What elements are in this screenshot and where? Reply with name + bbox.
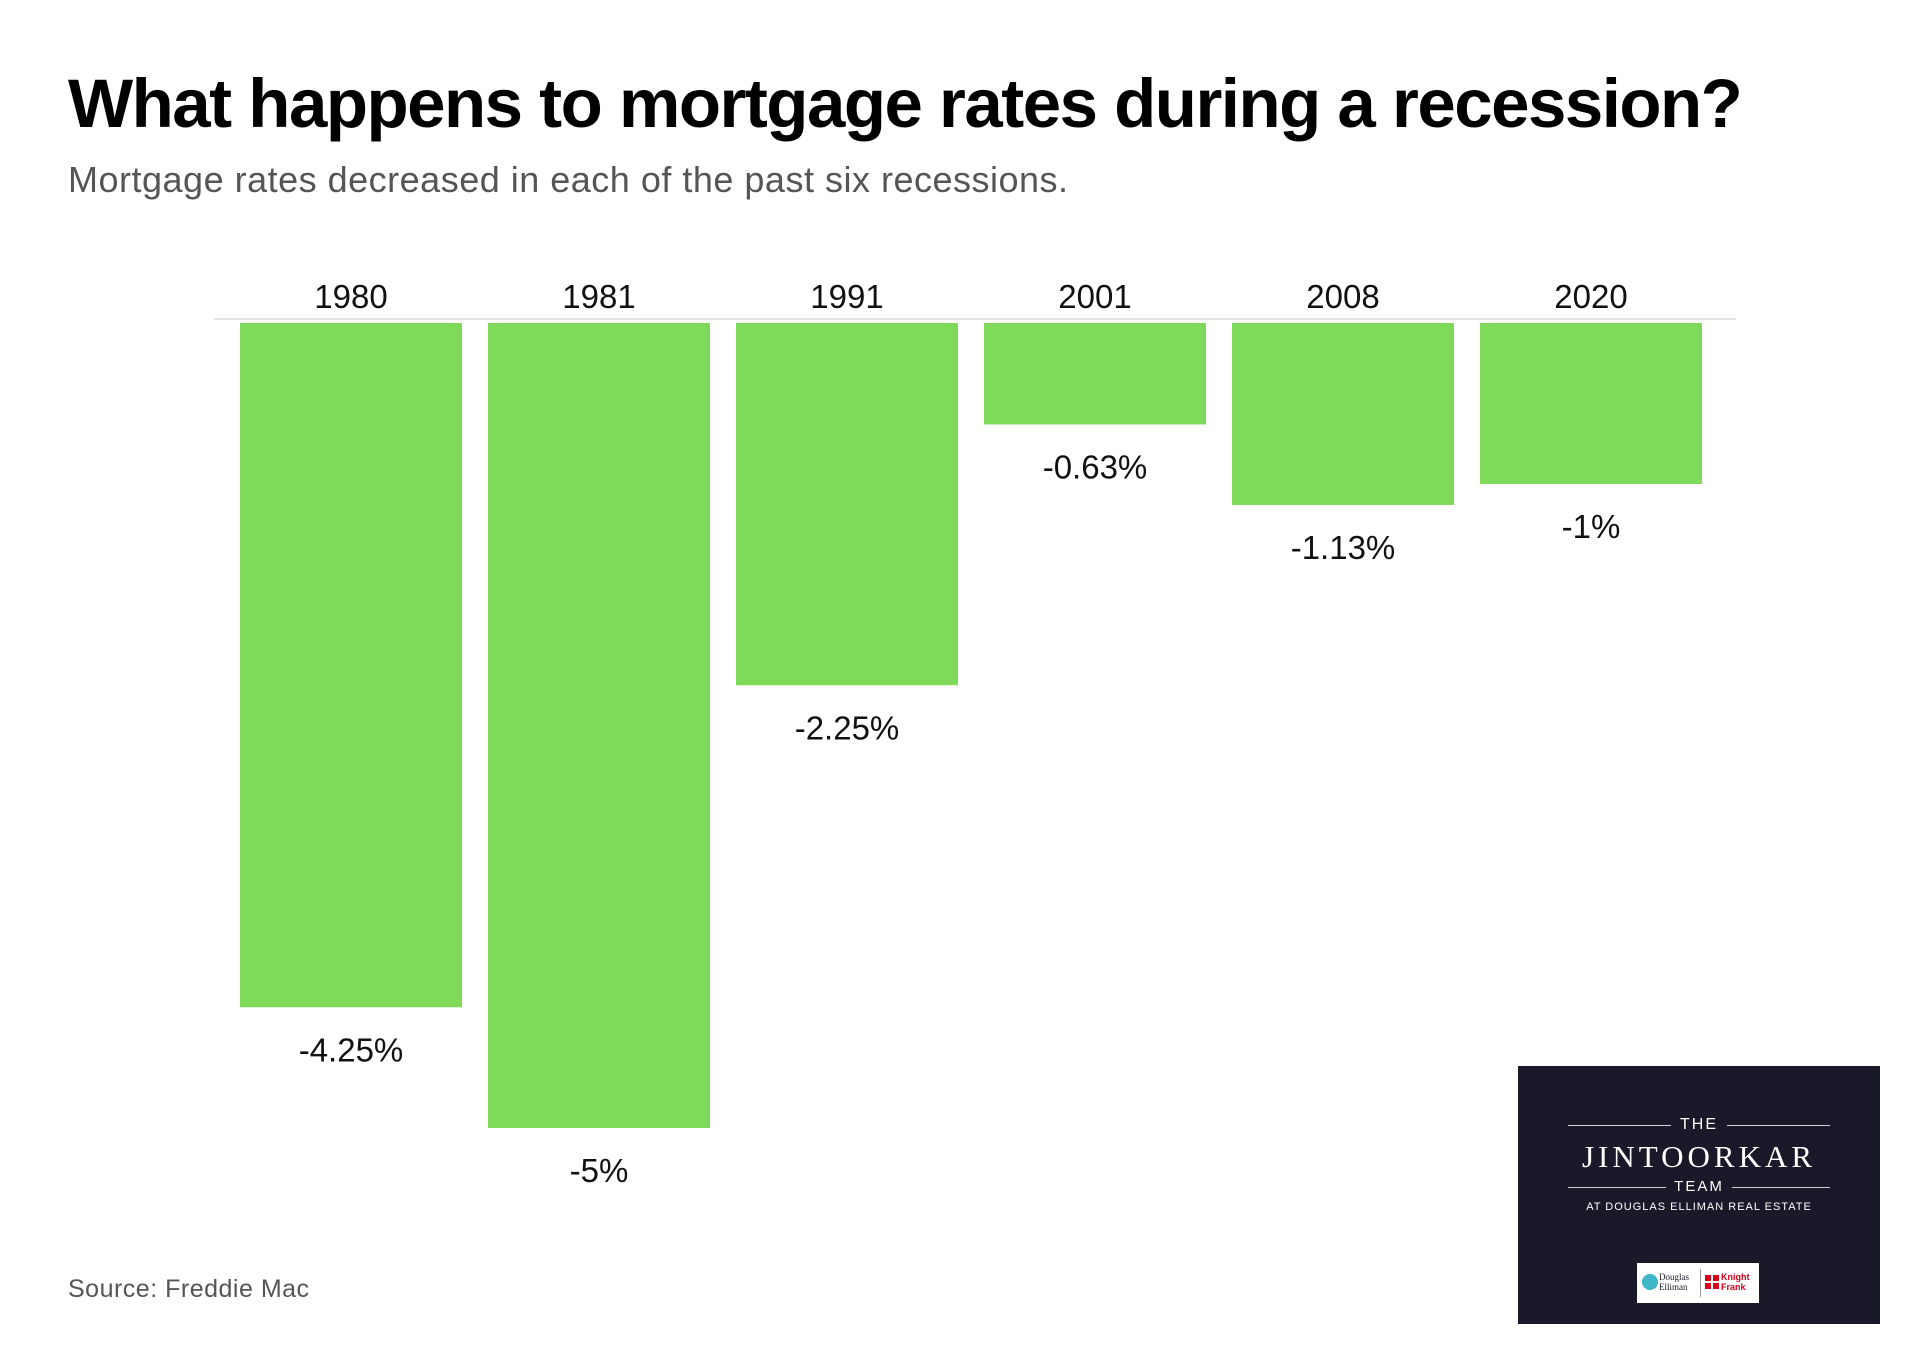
value-label-2020: -1% bbox=[1562, 508, 1621, 545]
chart-subtitle: Mortgage rates decreased in each of the … bbox=[68, 159, 1069, 200]
value-label-2008: -1.13% bbox=[1291, 529, 1396, 566]
logo-rule-left bbox=[1568, 1125, 1671, 1126]
category-label-1981: 1981 bbox=[562, 278, 635, 315]
bar-2020 bbox=[1480, 323, 1702, 484]
knight-frank-icon bbox=[1705, 1275, 1719, 1289]
value-label-1981: -5% bbox=[570, 1152, 629, 1189]
category-label-1991: 1991 bbox=[810, 278, 883, 315]
bar-1991 bbox=[736, 323, 958, 686]
value-label-2001: -0.63% bbox=[1043, 448, 1148, 485]
partner-logos: Douglas Elliman Knight Frank bbox=[1637, 1263, 1759, 1303]
bar-1980 bbox=[240, 323, 462, 1008]
logo-team-text: TEAM bbox=[1674, 1178, 1724, 1195]
category-label-1980: 1980 bbox=[314, 278, 387, 315]
bars-group bbox=[240, 323, 1702, 1128]
team-logo: THE JINTOORKAR TEAM AT DOUGLAS ELLIMAN R… bbox=[1518, 1066, 1880, 1324]
value-label-1991: -2.25% bbox=[795, 709, 900, 746]
logo-subtitle-text: AT DOUGLAS ELLIMAN REAL ESTATE bbox=[1586, 1201, 1812, 1213]
source-note: Source: Freddie Mac bbox=[68, 1275, 310, 1303]
value-label-1980: -4.25% bbox=[299, 1031, 404, 1068]
douglas-elliman-icon bbox=[1642, 1274, 1658, 1290]
category-labels-group: 1980 1981 1991 2001 2008 2020 bbox=[314, 278, 1627, 315]
category-label-2001: 2001 bbox=[1058, 278, 1131, 315]
logo-rule-right-2 bbox=[1732, 1187, 1830, 1188]
bar-1981 bbox=[488, 323, 710, 1128]
category-label-2008: 2008 bbox=[1306, 278, 1379, 315]
category-label-2020: 2020 bbox=[1554, 278, 1627, 315]
value-labels-group: -4.25% -5% -2.25% -0.63% -1.13% -1% bbox=[299, 448, 1621, 1189]
logo-name-text: JINTOORKAR bbox=[1581, 1139, 1817, 1174]
chart-title: What happens to mortgage rates during a … bbox=[68, 65, 1743, 142]
logo-the-text: THE bbox=[1680, 1116, 1718, 1133]
logo-rule-right bbox=[1727, 1125, 1830, 1126]
logo-rule-left-2 bbox=[1568, 1187, 1666, 1188]
knight-frank-label: Knight Frank bbox=[1721, 1272, 1750, 1292]
partner-divider bbox=[1700, 1269, 1701, 1297]
douglas-elliman-label: Douglas Elliman bbox=[1659, 1272, 1689, 1292]
bar-2008 bbox=[1232, 323, 1454, 505]
bar-2001 bbox=[984, 323, 1206, 425]
